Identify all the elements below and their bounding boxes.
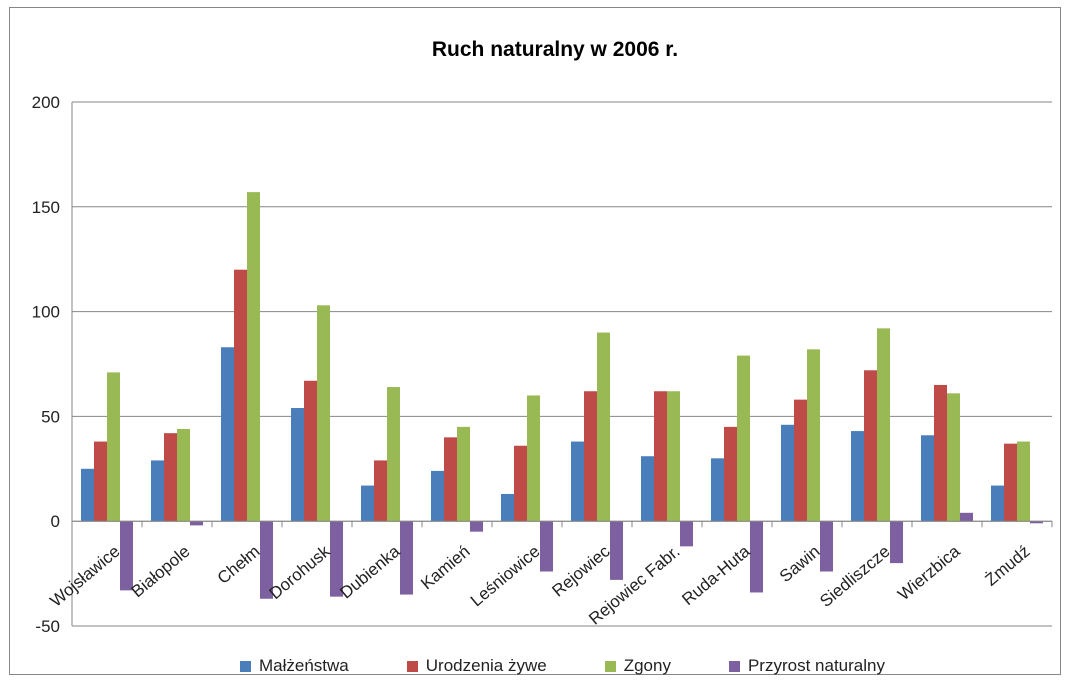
bar bbox=[864, 370, 877, 522]
y-tick-label: 0 bbox=[51, 512, 60, 531]
legend: Małżeństwa Urodzenia żywe Zgony Przyrost na… bbox=[240, 656, 885, 676]
y-tick-label: 150 bbox=[32, 198, 60, 217]
bar bbox=[361, 485, 374, 522]
x-tick-label: Dorohusk bbox=[266, 541, 334, 603]
bar bbox=[890, 521, 903, 564]
bar bbox=[934, 384, 947, 522]
bar bbox=[1030, 521, 1043, 524]
bar bbox=[540, 521, 553, 572]
bar bbox=[947, 393, 960, 522]
bar bbox=[81, 468, 94, 522]
legend-label: Zgony bbox=[623, 656, 671, 675]
x-tick-label: Wojsławice bbox=[46, 542, 123, 611]
bar bbox=[470, 521, 483, 532]
bar bbox=[571, 441, 584, 522]
bar bbox=[610, 521, 623, 580]
bar bbox=[177, 428, 190, 522]
bar bbox=[807, 349, 820, 522]
bar bbox=[457, 426, 470, 522]
bar bbox=[501, 493, 514, 522]
legend-item: Przyrost naturalny bbox=[728, 656, 885, 676]
bar bbox=[400, 521, 413, 595]
x-tick-label: Leśniowice bbox=[467, 542, 544, 611]
bar bbox=[654, 391, 667, 522]
bar bbox=[820, 521, 833, 572]
chart-frame: Ruch naturalny w 2006 r. -50 0 50 100 150 200… bbox=[9, 7, 1061, 675]
legend-item: Urodzenia żywe bbox=[406, 656, 547, 676]
bar bbox=[151, 460, 164, 522]
legend-label: Urodzenia żywe bbox=[425, 656, 547, 675]
legend-swatch bbox=[240, 660, 251, 672]
bar bbox=[877, 328, 890, 522]
bar bbox=[374, 460, 387, 522]
bar bbox=[991, 485, 1004, 522]
bar-chart: Ruch naturalny w 2006 r. -50 0 50 100 150 200… bbox=[32, 38, 1053, 636]
bar bbox=[247, 192, 260, 522]
x-tick-label: Ruda-Huta bbox=[678, 541, 754, 609]
bar bbox=[641, 456, 654, 522]
bar bbox=[1017, 441, 1030, 522]
y-tick-label: 200 bbox=[32, 93, 60, 112]
bar bbox=[1004, 443, 1017, 522]
bar bbox=[527, 395, 540, 522]
legend-item: Małżeństwa bbox=[240, 656, 349, 676]
bar bbox=[234, 269, 247, 522]
y-tick-label: 50 bbox=[41, 407, 60, 426]
bar bbox=[260, 521, 273, 599]
bar bbox=[667, 391, 680, 522]
bar bbox=[221, 347, 234, 522]
bar bbox=[794, 399, 807, 522]
bar bbox=[960, 512, 973, 522]
bar bbox=[781, 424, 794, 522]
bar bbox=[330, 521, 343, 597]
x-tick-label: Żmudź bbox=[982, 542, 1034, 590]
bar bbox=[724, 426, 737, 522]
bar bbox=[94, 441, 107, 522]
x-tick-label: Białopole bbox=[128, 542, 194, 602]
bar bbox=[514, 445, 527, 522]
x-tick-label: Chełm bbox=[214, 542, 264, 588]
bar bbox=[304, 380, 317, 522]
bar bbox=[584, 391, 597, 522]
x-tick-label: Wierzbica bbox=[894, 541, 964, 604]
bar bbox=[680, 521, 693, 547]
bar bbox=[291, 408, 304, 522]
bar bbox=[737, 355, 750, 522]
bar bbox=[851, 431, 864, 522]
bar bbox=[711, 458, 724, 522]
bar bbox=[597, 332, 610, 522]
x-tick-label: Rejowiec bbox=[549, 541, 614, 600]
y-tick-label: -50 bbox=[35, 617, 60, 636]
bar bbox=[107, 372, 120, 522]
y-tick-label: 100 bbox=[32, 303, 60, 322]
chart-title: Ruch naturalny w 2006 r. bbox=[432, 38, 678, 61]
legend-swatch bbox=[728, 660, 740, 672]
bar bbox=[431, 470, 444, 522]
bar bbox=[444, 437, 457, 522]
legend-label: Małżeństwa bbox=[259, 656, 349, 675]
bar bbox=[317, 305, 330, 522]
bar bbox=[750, 521, 763, 593]
bar bbox=[120, 521, 133, 591]
legend-swatch bbox=[604, 660, 616, 672]
legend-label: Przyrost naturalny bbox=[747, 656, 885, 675]
x-tick-label: Dubienka bbox=[336, 541, 404, 602]
x-tick-label: Kamień bbox=[417, 542, 473, 594]
bar bbox=[190, 521, 203, 526]
bar bbox=[387, 387, 400, 522]
x-tick-label: Sawin bbox=[776, 542, 824, 586]
legend-item: Zgony bbox=[604, 656, 671, 676]
legend-swatch bbox=[406, 660, 418, 672]
bar bbox=[921, 435, 934, 522]
bar bbox=[164, 433, 177, 522]
